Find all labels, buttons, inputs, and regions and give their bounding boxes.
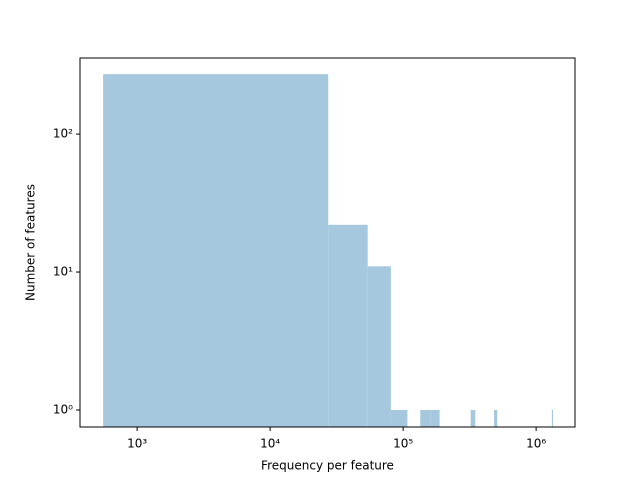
bar [420, 410, 431, 427]
x-axis-label: Frequency per feature [261, 459, 394, 473]
x-tick-label: 10⁴ [260, 437, 280, 451]
bar [551, 410, 554, 427]
y-tick-label: 10⁰ [53, 403, 73, 417]
bar [470, 410, 476, 427]
y-axis-label: Number of features [24, 184, 38, 301]
bar [367, 266, 391, 427]
y-tick-label: 10¹ [53, 265, 73, 279]
axes-frame [79, 57, 576, 428]
bar [390, 410, 408, 427]
x-tick-label: 10⁶ [526, 437, 546, 451]
bar [494, 410, 498, 427]
bar [328, 224, 368, 427]
y-tick-label: 10² [53, 127, 73, 141]
x-tick-label: 10³ [127, 437, 147, 451]
x-tick-label: 10⁵ [393, 437, 413, 451]
bar [103, 74, 329, 427]
bar [430, 410, 440, 427]
plot-area [103, 74, 554, 427]
